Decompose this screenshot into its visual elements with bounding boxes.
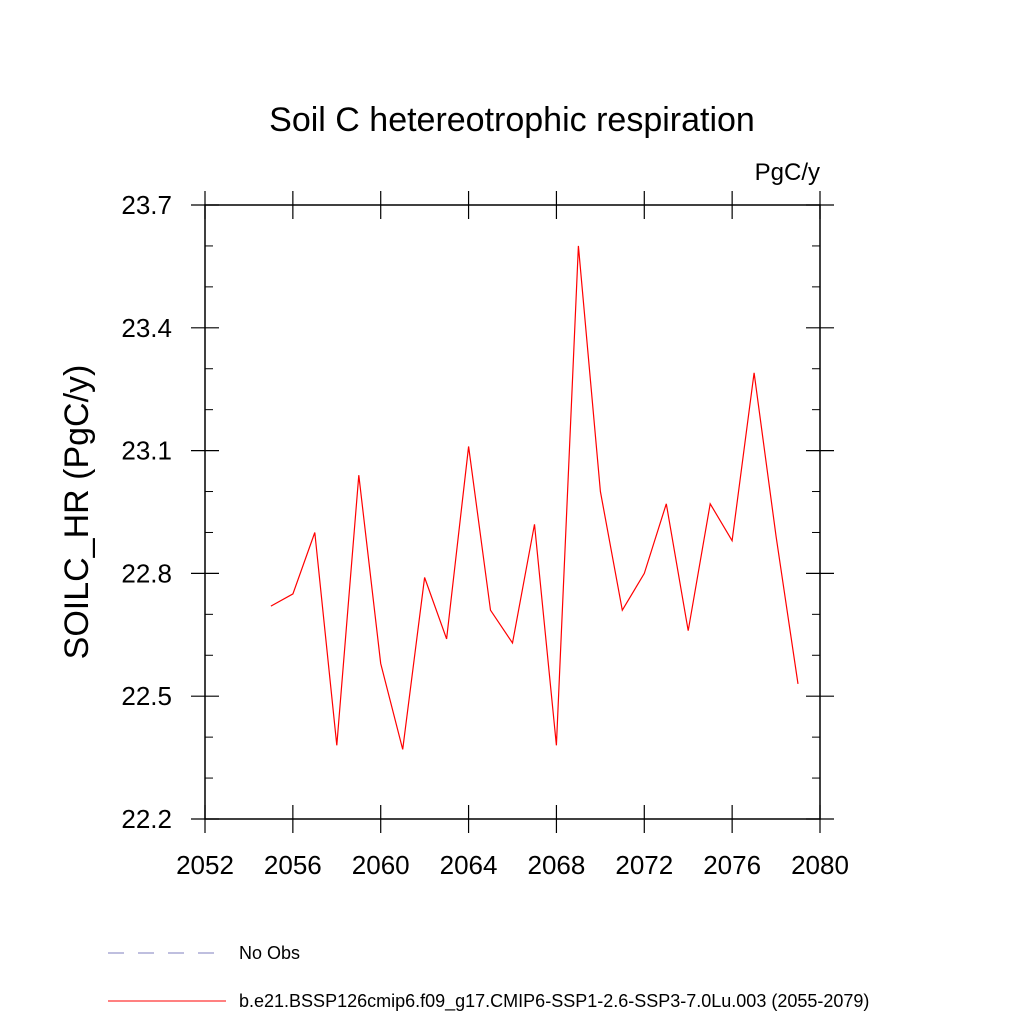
chart-title: Soil C hetereotrophic respiration: [269, 101, 755, 139]
x-tick-label: 2072: [615, 850, 673, 880]
y-tick-label: 22.2: [121, 804, 172, 834]
x-tick-label: 2064: [440, 850, 498, 880]
x-tick-label: 2052: [176, 850, 234, 880]
x-tick-label: 2080: [791, 850, 849, 880]
x-tick-label: 2056: [264, 850, 322, 880]
y-tick-label: 22.8: [121, 558, 172, 588]
units-label: PgC/y: [755, 159, 820, 186]
x-tick-label: 2060: [352, 850, 410, 880]
y-tick-label: 22.5: [121, 681, 172, 711]
x-tick-label: 2068: [528, 850, 586, 880]
y-tick-label: 23.1: [121, 436, 172, 466]
legend-label: No Obs: [239, 943, 300, 963]
axis-ticks: 2052 2056 2060 2064 2068 2072 2076 2080 22.2 22.5…: [121, 190, 849, 880]
plot-frame: [204, 204, 821, 820]
series-group: [270, 245, 799, 750]
x-tick-label: 2076: [703, 850, 761, 880]
legend-label: b.e21.BSSP126cmip6.f09_g17.CMIP6-SSP1-2.…: [239, 991, 869, 1012]
y-axis-label: SOILC_HR (PgC/y): [58, 365, 96, 660]
series-line: [270, 245, 799, 750]
y-tick-label: 23.4: [121, 313, 172, 343]
legend: No Obs b.e21.BSSP126cmip6.f09_g17.CMIP6-S…: [108, 943, 869, 1012]
y-tick-label: 23.7: [121, 190, 172, 220]
